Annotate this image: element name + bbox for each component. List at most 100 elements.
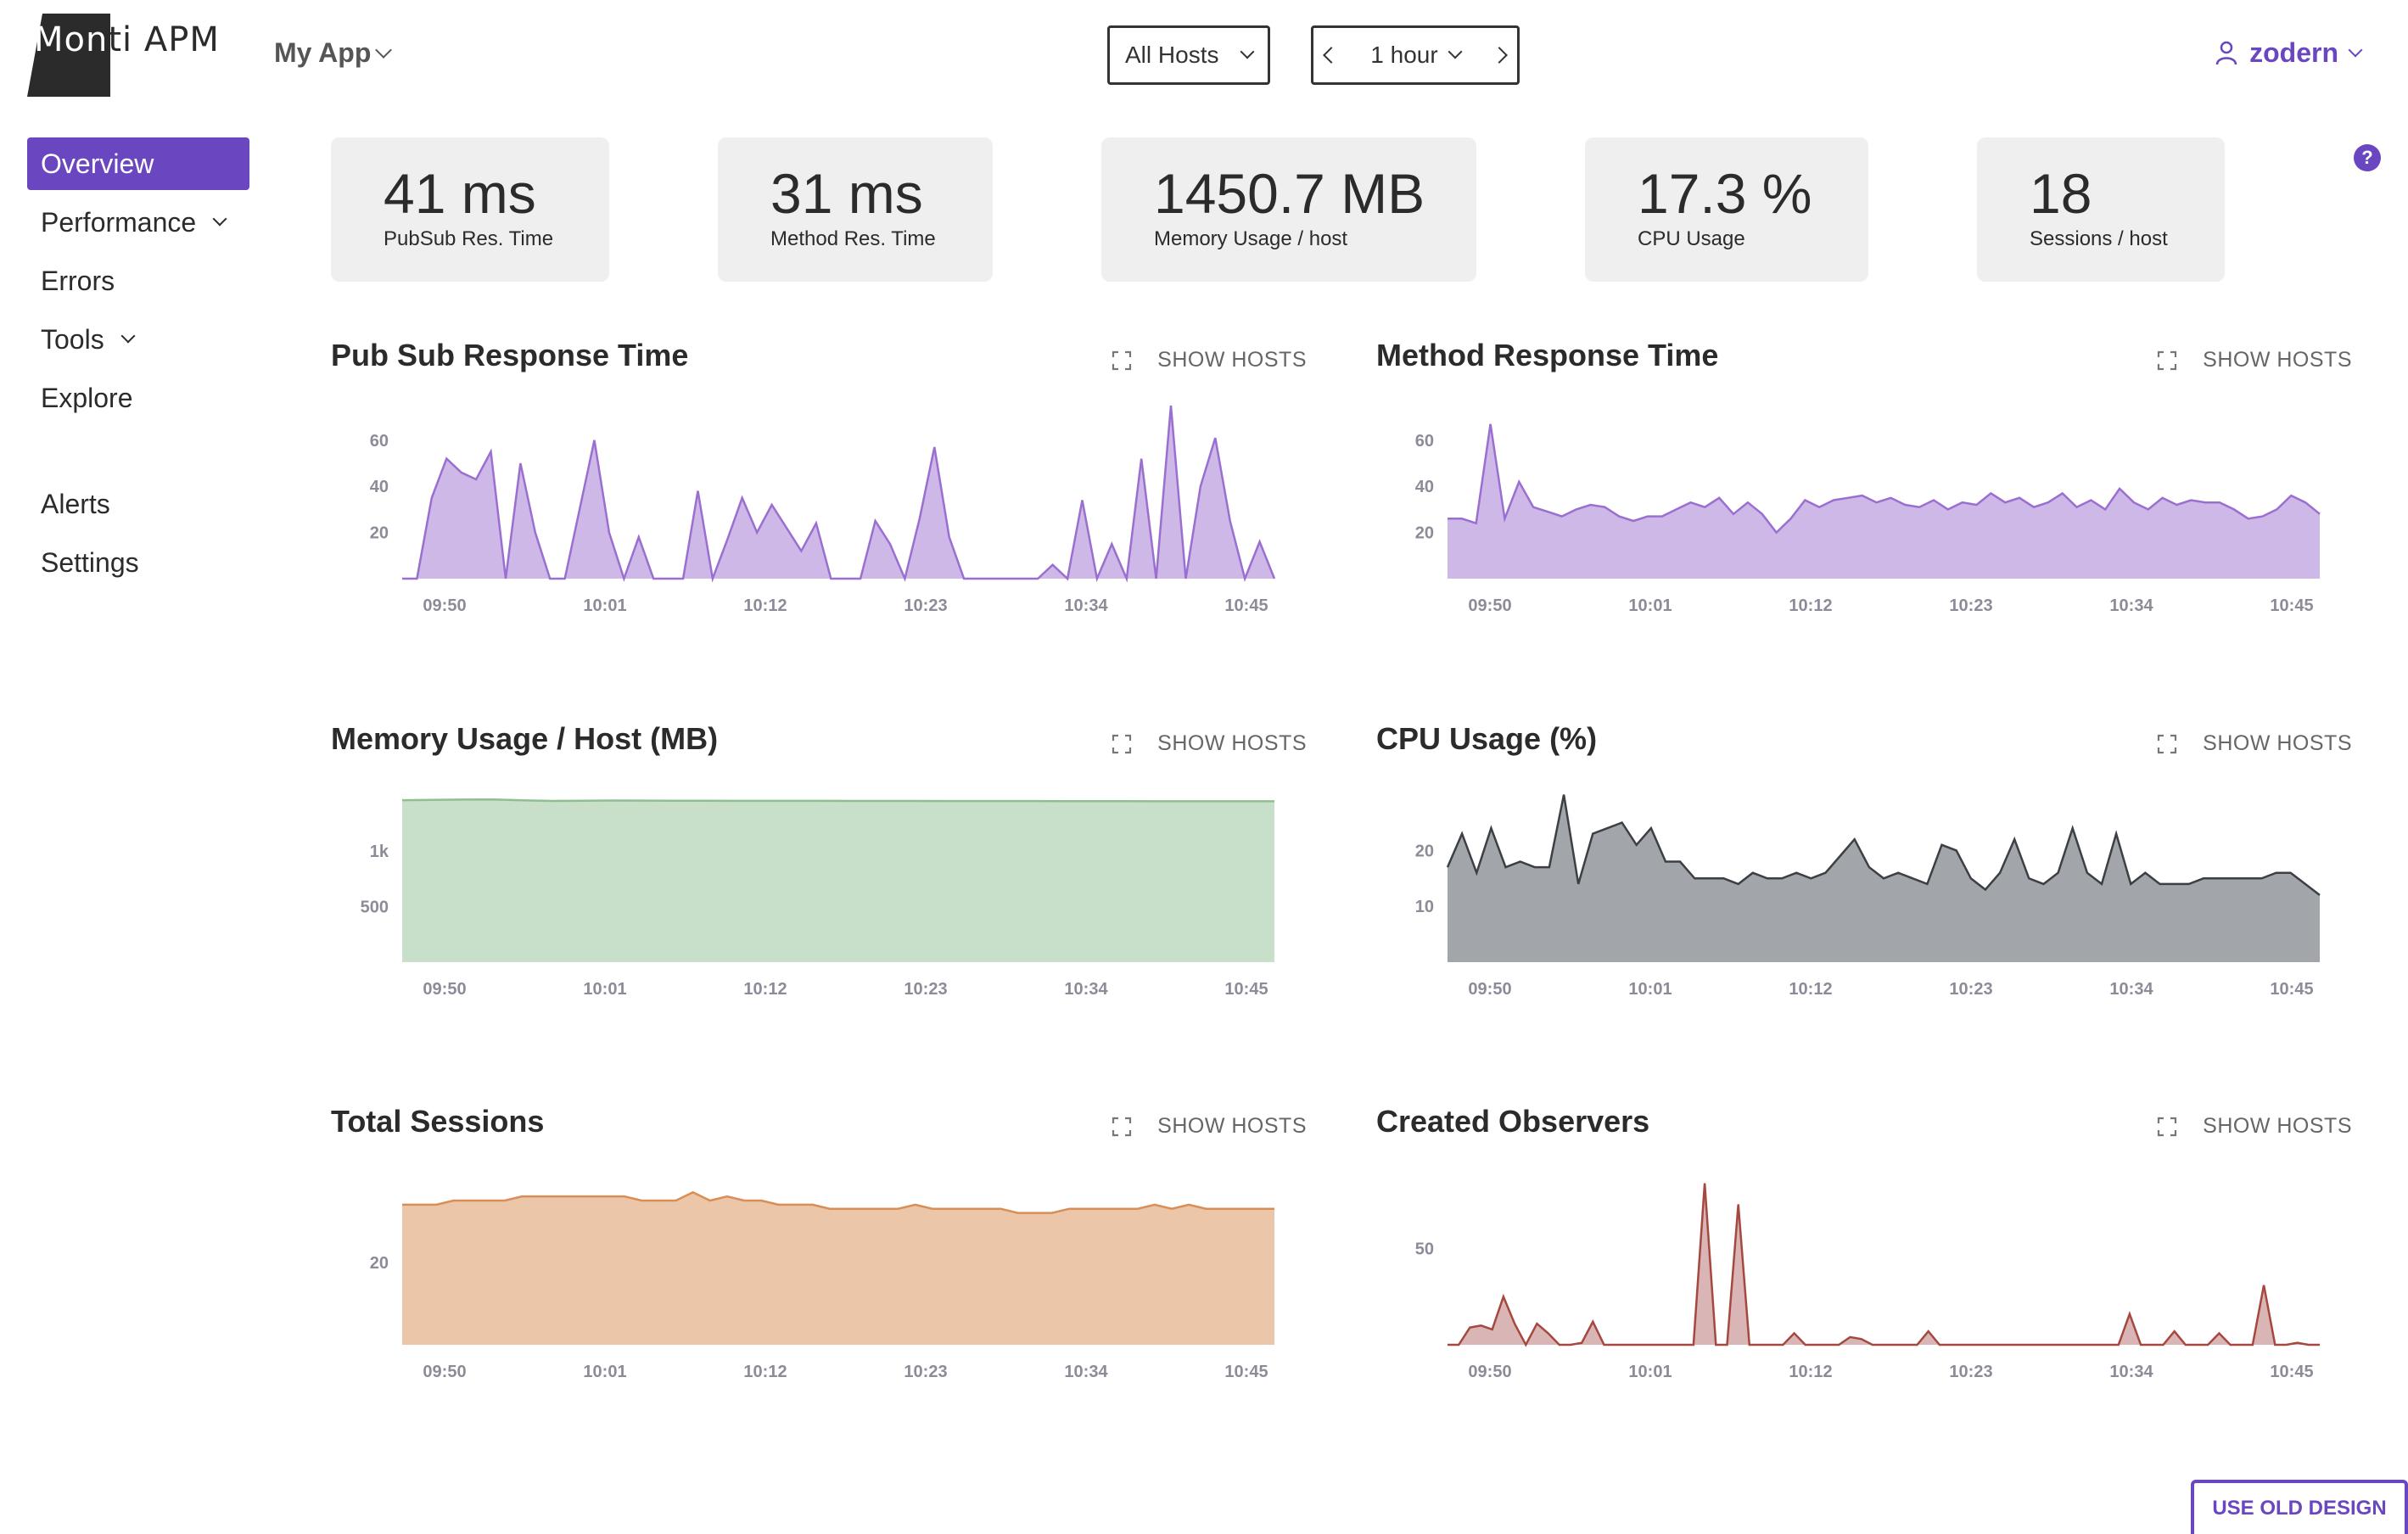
expand-icon[interactable]: [1112, 1117, 1132, 1137]
chart-memory: 500 1k 09:50 10:01 10:12 10:23 10:34 10:45: [361, 798, 1274, 999]
chart-panel-memory: Memory Usage / Host (MB) SHOW HOSTS 500 1…: [331, 721, 1307, 1061]
chevron-down-icon: [1448, 44, 1463, 59]
series-area: [402, 406, 1274, 579]
sidebar-item-errors[interactable]: Errors: [27, 255, 249, 307]
x-tick-label: 10:34: [1064, 596, 1108, 615]
chevron-left-icon[interactable]: [1323, 47, 1340, 64]
expand-icon[interactable]: [2157, 1117, 2177, 1137]
stat-value: 17.3 %: [1638, 162, 1812, 225]
logo-text: Monti APM: [34, 20, 220, 59]
x-tick-label: 10:23: [904, 596, 947, 615]
chart-title: Pub Sub Response Time: [331, 338, 689, 372]
stat-card-sessions: 18 Sessions / host: [1977, 137, 2225, 282]
sidebar-item-tools[interactable]: Tools: [27, 313, 249, 366]
expand-icon[interactable]: [1112, 734, 1132, 754]
hosts-filter-label: All Hosts: [1125, 42, 1219, 68]
logo: [27, 14, 110, 97]
show-hosts-button[interactable]: SHOW HOSTS: [2203, 1114, 2352, 1138]
help-icon[interactable]: ?: [2354, 144, 2381, 171]
x-tick-label: 09:50: [423, 980, 466, 999]
hosts-filter[interactable]: All Hosts: [1107, 25, 1270, 85]
x-tick-label: 10:45: [2270, 596, 2313, 615]
sidebar-item-label: Tools: [41, 323, 104, 355]
chevron-right-icon[interactable]: [1491, 47, 1508, 64]
stat-card-method: 31 ms Method Res. Time: [718, 137, 993, 282]
y-tick-label: 500: [361, 899, 389, 917]
x-tick-label: 10:12: [1789, 596, 1832, 615]
chart-panel-pubsub: Pub Sub Response Time SHOW HOSTS 20 40 60 0…: [331, 338, 1307, 677]
x-tick-label: 10:34: [2109, 596, 2153, 615]
y-tick-label: 60: [370, 432, 389, 451]
x-tick-label: 09:50: [1468, 596, 1511, 615]
x-tick-label: 10:01: [583, 980, 626, 999]
user-icon: [2215, 41, 2237, 64]
y-tick-label: 50: [1415, 1240, 1434, 1259]
user-menu[interactable]: zodern: [2215, 37, 2363, 69]
time-range-select[interactable]: 1 hour: [1370, 42, 1463, 69]
app-selector[interactable]: My App: [274, 37, 393, 69]
x-tick-label: 10:23: [904, 980, 947, 999]
show-hosts-button[interactable]: SHOW HOSTS: [2203, 731, 2352, 755]
sidebar-item-performance[interactable]: Performance: [27, 196, 249, 249]
x-tick-label: 10:45: [2270, 980, 2313, 999]
chart-title: Method Response Time: [1376, 338, 1719, 372]
x-tick-label: 10:45: [1224, 596, 1268, 615]
chart-panel-cpu: CPU Usage (%) SHOW HOSTS 10 20 09:50 10:01 1…: [1376, 721, 2352, 1061]
show-hosts-button[interactable]: SHOW HOSTS: [1157, 348, 1307, 372]
y-tick-label: 60: [1415, 432, 1434, 451]
sidebar-item-settings[interactable]: Settings: [27, 536, 249, 589]
x-tick-label: 10:12: [743, 1363, 787, 1381]
x-tick-label: 10:45: [1224, 1363, 1268, 1381]
time-range-label: 1 hour: [1370, 42, 1438, 68]
y-tick-label: 40: [1415, 478, 1434, 496]
stat-label: PubSub Res. Time: [384, 227, 554, 250]
app-name: My App: [274, 37, 372, 68]
series-area: [1448, 1183, 2320, 1345]
stat-label: Memory Usage / host: [1154, 227, 1348, 250]
sidebar-item-explore[interactable]: Explore: [27, 372, 249, 424]
chart-cpu: 10 20 09:50 10:01 10:12 10:23 10:34 10:45: [1415, 794, 2321, 999]
x-tick-label: 10:23: [1949, 1363, 1992, 1381]
stat-label: Sessions / host: [2030, 227, 2168, 250]
expand-icon[interactable]: [2157, 350, 2177, 371]
stat-card-pubsub: 41 ms PubSub Res. Time: [331, 137, 609, 282]
y-tick-label: 1k: [370, 843, 389, 861]
x-tick-label: 10:01: [1628, 980, 1672, 999]
series-line: [401, 798, 1274, 803]
stat-label: Method Res. Time: [770, 227, 936, 250]
series-area: [402, 1192, 1274, 1345]
sidebar: Overview Performance Errors Tools Explor…: [27, 137, 249, 595]
x-tick-label: 10:34: [2109, 1363, 2153, 1381]
chart-title: Created Observers: [1376, 1104, 1650, 1139]
y-tick-label: 40: [370, 478, 389, 496]
show-hosts-button[interactable]: SHOW HOSTS: [2203, 348, 2352, 372]
expand-icon[interactable]: [2157, 734, 2177, 754]
chevron-down-icon: [375, 41, 393, 59]
series-area: [402, 799, 1274, 962]
x-tick-label: 10:45: [1224, 980, 1268, 999]
stat-card-memory: 1450.7 MB Memory Usage / host: [1101, 137, 1476, 282]
y-tick-label: 20: [1415, 524, 1434, 543]
x-tick-label: 09:50: [423, 1363, 466, 1381]
x-tick-label: 10:12: [1789, 980, 1832, 999]
y-tick-label: 20: [370, 1254, 389, 1273]
stat-label: CPU Usage: [1638, 227, 1745, 250]
x-tick-label: 09:50: [1468, 980, 1511, 999]
x-tick-label: 10:34: [2109, 980, 2153, 999]
chart-panel-sessions: Total Sessions SHOW HOSTS 20 09:50 10:01 10…: [331, 1104, 1307, 1443]
sidebar-item-alerts[interactable]: Alerts: [27, 478, 249, 530]
chart-pubsub: 20 40 60 09:50 10:01 10:12 10:23 10:34 10:45: [370, 405, 1276, 615]
x-tick-label: 10:01: [583, 596, 626, 615]
use-old-design-button[interactable]: USE OLD DESIGN: [2191, 1480, 2408, 1534]
x-tick-label: 10:34: [1064, 980, 1108, 999]
show-hosts-button[interactable]: SHOW HOSTS: [1157, 731, 1307, 755]
x-tick-label: 09:50: [1468, 1363, 1511, 1381]
chevron-down-icon: [120, 328, 136, 344]
sidebar-item-label: Alerts: [41, 488, 110, 519]
series-line: [402, 405, 1276, 583]
sidebar-item-overview[interactable]: Overview: [27, 137, 249, 190]
x-tick-label: 10:23: [1949, 596, 1992, 615]
y-tick-label: 20: [370, 524, 389, 543]
expand-icon[interactable]: [1112, 350, 1132, 371]
show-hosts-button[interactable]: SHOW HOSTS: [1157, 1114, 1307, 1138]
